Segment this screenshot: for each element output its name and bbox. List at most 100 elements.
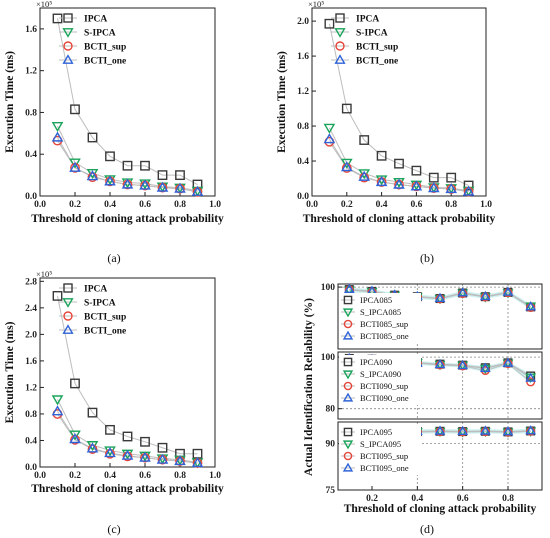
point-IPCA xyxy=(157,170,168,181)
chart-d: 100 IPCA085 S_IPCA085 BCTI085_sup BCTI085_on… xyxy=(303,283,543,536)
sub-panel-1: 100 IPCA085 S_IPCA085 BCTI085_sup BCTI085_on… xyxy=(321,283,543,350)
point-BCTI085_one xyxy=(502,286,514,296)
point-IPCA xyxy=(140,436,150,447)
point-BCTI090_sup xyxy=(526,377,536,387)
caption: (c) xyxy=(107,522,120,536)
legend-marker-S-IPCA xyxy=(334,28,346,38)
x-axis-label: Threshold of cloning attack probability xyxy=(344,503,537,515)
plot-frame xyxy=(39,7,216,197)
x-tick-label: 0.6 xyxy=(139,200,151,210)
series-line-BCTI085_one xyxy=(349,288,531,307)
x-tick-label: 0.2 xyxy=(69,471,81,481)
point-BCTI_one xyxy=(462,185,475,196)
legend-label: S_IPCA085 xyxy=(360,307,401,317)
point-IPCA xyxy=(359,135,370,145)
legend-marker-BCTI_sup xyxy=(63,311,73,321)
point-IPCA xyxy=(175,448,185,459)
legend-marker-BCTI_one xyxy=(62,54,74,64)
point-IPCA xyxy=(122,431,133,442)
y-tick-label: 1.2 xyxy=(297,87,309,97)
point-BCTI_one xyxy=(86,170,99,181)
legend-marker-S-IPCA xyxy=(62,28,74,38)
legend-label: BCTI085_sup xyxy=(360,319,408,329)
y-axis-label: Actual Identification Reliability (%) xyxy=(303,298,315,476)
point-S-IPCA xyxy=(69,158,81,169)
point-S_IPCA095 xyxy=(502,428,514,438)
legend-label: S_IPCA095 xyxy=(360,439,401,449)
y-tick-label: 0.8 xyxy=(297,122,309,132)
legend-label: IPCA xyxy=(356,15,379,25)
point-BCTI090_one xyxy=(525,372,537,382)
plot-frame xyxy=(337,351,543,420)
legend-label: BCTI_one xyxy=(356,57,398,67)
x-tick-label: 0.8 xyxy=(502,494,514,504)
point-IPCA xyxy=(411,165,422,176)
caption: (d) xyxy=(420,522,434,536)
x-axis-label: Threshold of cloning attack probability xyxy=(31,483,224,495)
legend-marker-IPCA xyxy=(63,283,73,293)
legend-label: IPCA085 xyxy=(360,295,392,305)
x-tick-label: 0.4 xyxy=(411,494,423,504)
legend-marker-BCTI095_one xyxy=(342,462,354,472)
y-axis-label: Execution Time (ms) xyxy=(4,51,16,153)
point-IPCA xyxy=(87,132,98,143)
point-S_IPCA095 xyxy=(457,428,469,438)
point-S_IPCA095 xyxy=(525,427,537,437)
point-BCTI090_one xyxy=(457,359,469,370)
point-S_IPCA095 xyxy=(434,427,446,438)
point-IPCA xyxy=(70,104,80,115)
point-IPCA xyxy=(52,291,63,301)
legend-label: S-IPCA xyxy=(84,29,116,39)
chart-c: 0.0 0.2 0.4 0.6 0.8 1.0 0.0 0.4 0.8 1.2 1.6 2.0 2.4 2… xyxy=(4,269,224,536)
point-BCTI_one xyxy=(393,178,405,189)
point-BCTI_one xyxy=(410,180,423,191)
y-tick-label: 0.8 xyxy=(25,108,37,118)
x-tick-label: 0.6 xyxy=(457,494,469,504)
series-line-S-IPCA xyxy=(57,399,198,463)
legend-label: BCTI090_sup xyxy=(360,381,408,391)
point-IPCA xyxy=(122,160,133,171)
plot-frame xyxy=(337,283,543,350)
legend-marker-BCTI_one xyxy=(334,54,346,64)
legend-marker-IPCA090 xyxy=(343,357,353,367)
legend-box xyxy=(339,425,421,475)
legend-marker-S_IPCA095 xyxy=(342,440,354,450)
point-BCTI085_one xyxy=(457,287,469,297)
point-BCTI090_one xyxy=(479,362,491,372)
point-BCTI_one xyxy=(69,433,81,444)
sub-panel-3: 90 75 IPCA095 S_IPCA095 BCTI095_sup BCTI095_o… xyxy=(326,421,543,496)
plot-frame xyxy=(39,277,216,468)
point-S_IPCA090 xyxy=(479,364,491,375)
legend-marker-BCTI085_sup xyxy=(343,319,353,329)
point-BCTI085_one xyxy=(434,292,446,302)
point-IPCA xyxy=(157,442,168,453)
legend-marker-BCTI095_sup xyxy=(343,451,353,461)
y-tick-label: 1.6 xyxy=(297,52,309,62)
point-BCTI095_one xyxy=(457,425,469,436)
point-IPCA xyxy=(428,172,439,183)
point-BCTI_one xyxy=(191,457,204,468)
legend-label: BCTI095_sup xyxy=(360,451,408,461)
point-S_IPCA085 xyxy=(343,286,355,296)
point-BCTI_one xyxy=(51,405,64,416)
legend-label: BCTI_one xyxy=(84,57,126,67)
series-line-BCTI_one xyxy=(328,138,469,193)
y-tick-label: 1.6 xyxy=(25,25,37,35)
legend-label: BCTI095_one xyxy=(360,463,409,473)
point-IPCA xyxy=(341,103,352,114)
point-BCTI_one xyxy=(358,170,371,181)
point-BCTI090_one xyxy=(502,357,514,367)
y-tick-label: 1.2 xyxy=(25,383,37,393)
point-S-IPCA xyxy=(51,395,64,406)
y-tick-label: 90 xyxy=(326,440,336,450)
point-BCTI_one xyxy=(174,455,186,466)
point-BCTI_one xyxy=(104,447,116,458)
point-IPCA xyxy=(324,18,335,29)
y-tick-label: 2.8 xyxy=(25,277,37,287)
point-S_IPCA085 xyxy=(434,295,446,305)
y-tick-label: 100 xyxy=(321,353,336,363)
legend-marker-BCTI085_one xyxy=(342,330,354,340)
series-line-IPCA xyxy=(57,295,198,455)
legend-marker-BCTI_sup xyxy=(63,41,73,51)
